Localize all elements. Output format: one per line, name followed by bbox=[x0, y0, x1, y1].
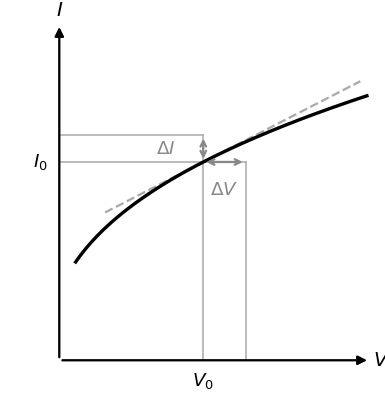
Text: V: V bbox=[373, 351, 385, 370]
Text: $\Delta V$: $\Delta V$ bbox=[211, 182, 239, 199]
Text: $I_0$: $I_0$ bbox=[33, 152, 48, 172]
Text: I: I bbox=[56, 1, 62, 20]
Text: $\Delta I$: $\Delta I$ bbox=[156, 140, 176, 158]
Text: $V_0$: $V_0$ bbox=[192, 371, 214, 391]
